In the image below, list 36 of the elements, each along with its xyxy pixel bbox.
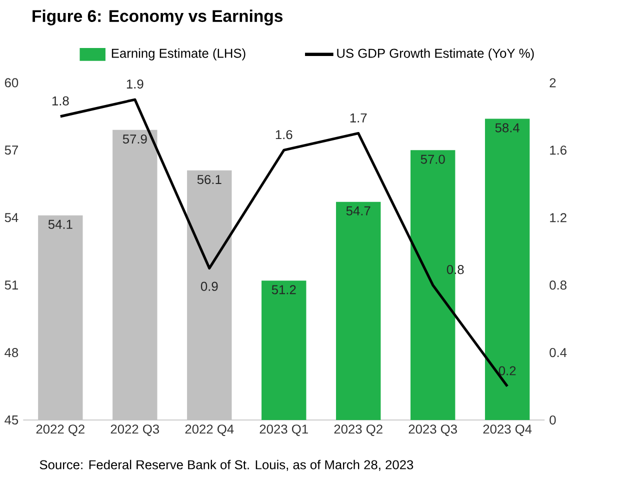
y2-tick-label: 0.8 bbox=[550, 280, 566, 290]
y2-tick-label: 1.6 bbox=[550, 146, 566, 155]
y-tick-label: 57 bbox=[4, 146, 18, 155]
y2-tick-label: 0.4 bbox=[550, 348, 567, 358]
legend-label: Earning Estimate (LHS) bbox=[112, 48, 246, 60]
y2-tick-label: 1.2 bbox=[550, 213, 566, 222]
x-tick-label: 2023 Q1 bbox=[260, 424, 308, 436]
data-label: 0.2 bbox=[498, 366, 516, 376]
x-tick-label: 2022 Q2 bbox=[36, 424, 84, 436]
y2-tick-label: 2 bbox=[550, 78, 556, 88]
data-label: 57.9 bbox=[122, 134, 147, 144]
data-label: 57.0 bbox=[420, 154, 445, 164]
data-label: 54.1 bbox=[48, 220, 72, 229]
x-tick-label: 2023 Q3 bbox=[408, 424, 457, 436]
y-tick-label: 48 bbox=[4, 348, 18, 358]
source-note: Source: Federal Reserve Bank of St. Louis, as of March 28, 2023 bbox=[40, 460, 414, 471]
data-label: 51.2 bbox=[272, 285, 296, 294]
data-label: 58.4 bbox=[495, 123, 520, 132]
data-label: 0.9 bbox=[200, 282, 218, 291]
y-tick-label: 51 bbox=[4, 280, 18, 290]
y-tick-label: 60 bbox=[4, 78, 18, 88]
x-tick-label: 2022 Q3 bbox=[110, 424, 160, 436]
x-tick-label: 2023 Q4 bbox=[483, 424, 532, 436]
y2-tick-label: 0 bbox=[550, 415, 556, 425]
data-label: 1.7 bbox=[350, 113, 367, 122]
x-tick-label: 2022 Q4 bbox=[185, 424, 234, 436]
data-label: 1.9 bbox=[126, 79, 144, 89]
data-label: 54.7 bbox=[346, 206, 370, 216]
chart-title: Figure 6: Economy vs Earnings bbox=[32, 10, 283, 26]
x-tick-label: 2023 Q2 bbox=[334, 424, 382, 436]
data-label: 1.6 bbox=[276, 130, 292, 140]
legend-label: US GDP Growth Estimate (YoY %) bbox=[337, 48, 534, 60]
data-label: 1.8 bbox=[52, 96, 69, 106]
y-tick-label: 45 bbox=[4, 416, 18, 425]
y-tick-label: 54 bbox=[4, 213, 18, 222]
data-label: 56.1 bbox=[197, 174, 222, 184]
